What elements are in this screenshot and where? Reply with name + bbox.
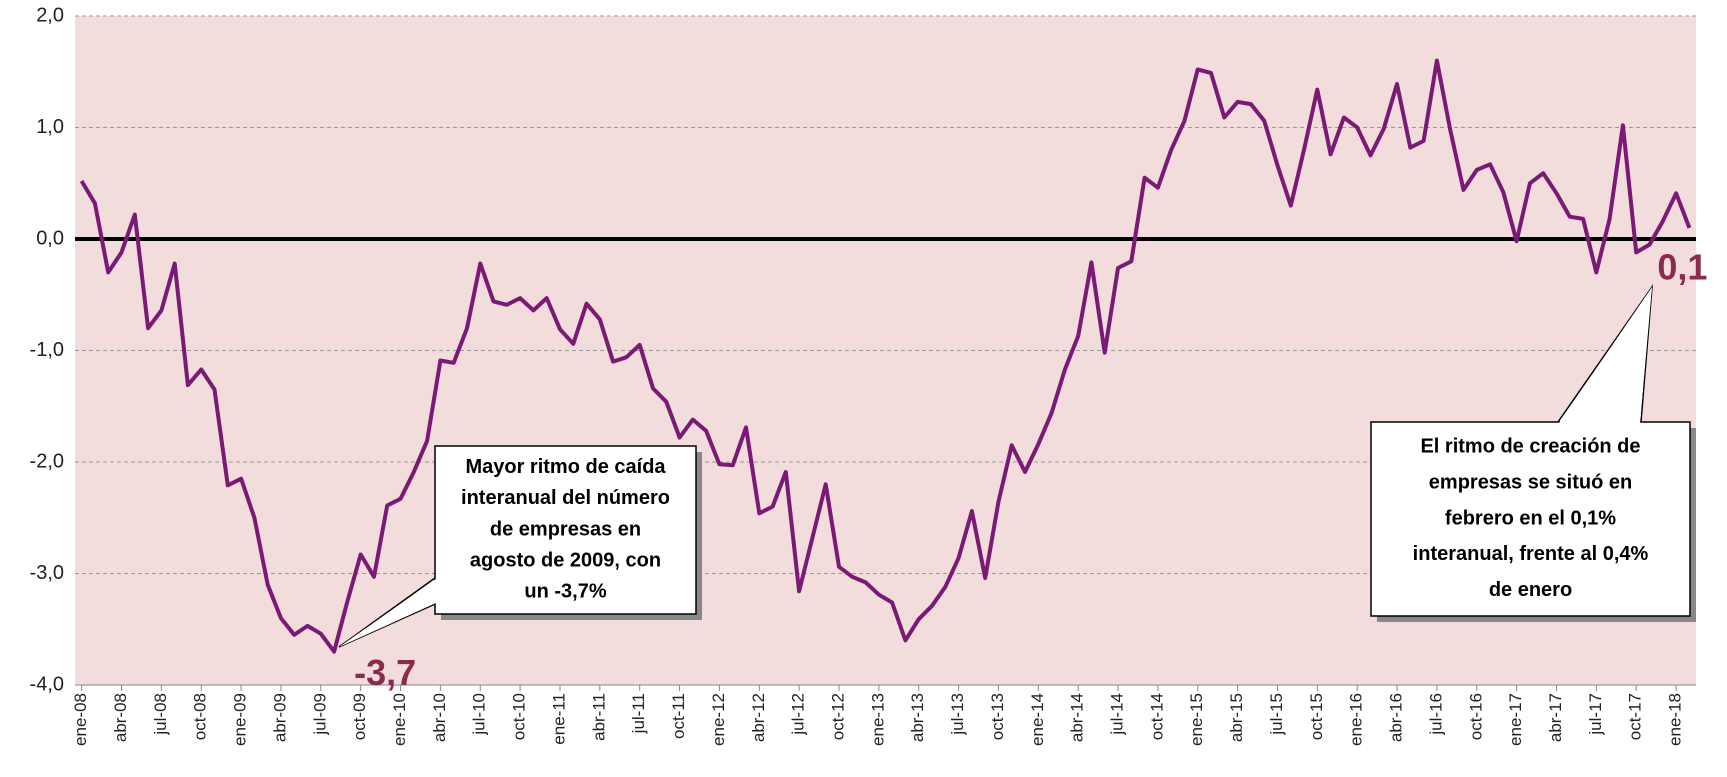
x-tick-label: oct-11 [669, 693, 688, 739]
x-tick-label: ene-11 [549, 693, 568, 745]
x-tick-label: jul-10 [470, 693, 489, 736]
callout-text: un -3,7% [524, 581, 606, 603]
x-tick-label: abr-09 [270, 693, 289, 742]
x-tick-label: abr-15 [1227, 693, 1246, 742]
x-tick-label: ene-14 [1028, 693, 1047, 746]
callout-text: Mayor ritmo de caída [465, 456, 666, 478]
y-tick-label: -2,0 [30, 450, 64, 472]
x-tick-label: abr-16 [1387, 693, 1406, 742]
callout-text: empresas se situó en [1429, 471, 1632, 493]
x-tick-label: jul-17 [1586, 693, 1605, 736]
x-tick-label: jul-12 [789, 693, 808, 736]
x-tick-label: ene-13 [868, 693, 887, 746]
x-tick-label: oct-15 [1307, 693, 1326, 740]
y-tick-label: 2,0 [36, 4, 64, 26]
callout-text: interanual del número [461, 487, 670, 509]
callout-box [434, 445, 697, 615]
x-tick-label: ene-17 [1506, 693, 1525, 746]
x-tick-label: jul-09 [310, 693, 329, 736]
x-tick-label: jul-08 [151, 693, 170, 736]
x-tick-label: jul-13 [948, 693, 967, 736]
x-tick-label: jul-11 [629, 693, 648, 734]
callout-box [1370, 421, 1691, 617]
callout-seam [339, 579, 436, 647]
x-tick-label: abr-11 [589, 693, 608, 741]
x-tick-label: abr-13 [908, 693, 927, 742]
x-tick-label: ene-10 [390, 693, 409, 746]
callout-text: de enero [1489, 579, 1572, 601]
y-tick-label: -4,0 [30, 673, 64, 695]
x-tick-label: abr-12 [749, 693, 768, 742]
value-label: -3,7 [354, 652, 416, 693]
x-tick-label: oct-08 [191, 693, 210, 740]
x-tick-label: ene-12 [709, 693, 728, 746]
line-series [79, 58, 1692, 654]
x-tick-label: jul-14 [1108, 693, 1127, 736]
x-tick-label: jul-16 [1426, 693, 1445, 736]
y-tick-label: 0,0 [36, 227, 64, 249]
x-tick-label: jul-15 [1267, 693, 1286, 736]
callout-text: febrero en el 0,1% [1445, 507, 1616, 529]
x-tick-label: ene-09 [231, 693, 250, 746]
value-label: 0,1 [1657, 246, 1707, 287]
callout-text: agosto de 2009, con [470, 549, 661, 571]
callout-seam [1559, 287, 1652, 423]
x-tick-label: ene-16 [1347, 693, 1366, 746]
callout-text: interanual, frente al 0,4% [1413, 543, 1649, 565]
x-tick-label: ene-08 [71, 693, 90, 746]
x-tick-label: ene-18 [1666, 693, 1685, 746]
x-tick-label: oct-10 [510, 693, 529, 740]
x-tick-label: oct-16 [1466, 693, 1485, 740]
x-tick-label: oct-17 [1626, 693, 1645, 740]
x-tick-label: oct-12 [828, 693, 847, 740]
x-tick-label: oct-14 [1147, 693, 1166, 740]
x-tick-label: oct-09 [350, 693, 369, 740]
y-tick-label: -1,0 [30, 339, 64, 361]
x-tick-label: abr-10 [430, 693, 449, 742]
x-tick-label: abr-08 [111, 693, 130, 742]
x-tick-label: ene-15 [1187, 693, 1206, 746]
y-tick-label: -3,0 [30, 562, 64, 584]
callout-text: El ritmo de creación de [1420, 435, 1640, 457]
y-tick-label: 1,0 [36, 116, 64, 138]
x-tick-label: abr-17 [1546, 693, 1565, 742]
callout-text: de empresas en [490, 518, 641, 540]
x-tick-label: abr-14 [1068, 693, 1087, 742]
x-tick-label: oct-13 [988, 693, 1007, 740]
